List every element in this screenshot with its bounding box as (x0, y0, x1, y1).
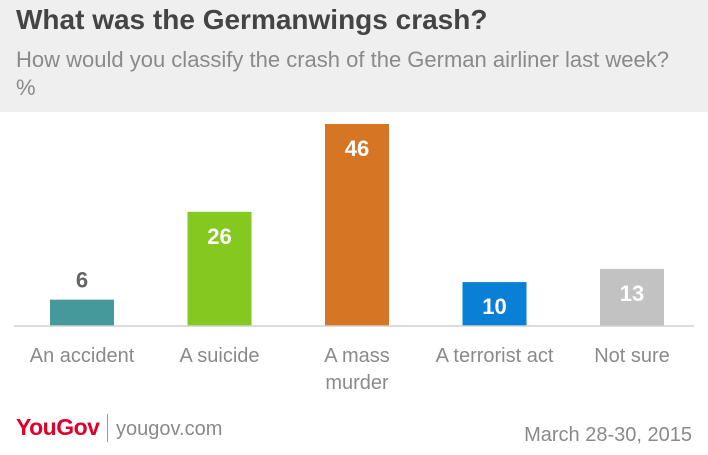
bar-value-label-3: 10 (482, 294, 506, 319)
footer-site-link[interactable]: yougov.com (116, 418, 223, 440)
chart-subtitle: How would you classify the crash of the … (16, 47, 669, 100)
footer-divider (107, 414, 108, 442)
bar-value-label-0: 6 (76, 268, 88, 293)
chart-title: What was the Germanwings crash? (16, 4, 488, 35)
bar-value-label-1: 26 (207, 224, 231, 249)
bar-chart: 6 An accident 26 A suicide 46 A mass murder 10 A… (14, 124, 694, 394)
category-label-3: A terrorist act (436, 345, 554, 367)
bar-value-label-4: 13 (620, 281, 644, 306)
category-label-4: Not sure (594, 345, 670, 367)
survey-date: March 28-30, 2015 (524, 424, 692, 446)
bar-1 (187, 211, 252, 326)
category-label-0: An accident (30, 345, 135, 367)
yougov-logo: YouGov (16, 414, 100, 440)
bar-3 (462, 282, 527, 326)
chart-header: What was the Germanwings crash? How woul… (0, 0, 708, 112)
bar-value-label-2: 46 (345, 136, 369, 161)
category-label-1: A suicide (179, 345, 259, 367)
bar-4 (600, 268, 664, 326)
category-label-2: A mass murder (324, 345, 390, 394)
bar-2 (325, 124, 389, 326)
bar-0 (50, 299, 114, 326)
